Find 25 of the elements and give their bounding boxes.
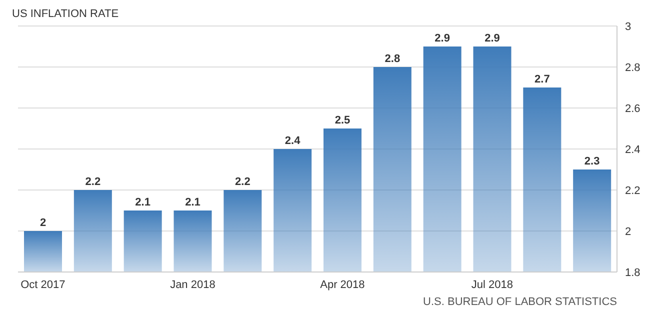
data-label: 2.2 <box>85 176 101 188</box>
data-label: 2.5 <box>334 114 350 126</box>
y-tick-label: 2.6 <box>625 102 640 115</box>
text: U.S. BUREAU OF LABOR STATISTICS <box>423 296 617 308</box>
data-label: 2.2 <box>235 176 250 188</box>
data-label: 2.7 <box>534 74 550 86</box>
y-tick-label: 2.2 <box>625 184 640 197</box>
data-label: 2 <box>40 217 46 229</box>
x-tick-label: Oct 2017 <box>20 278 66 291</box>
data-label: 2.9 <box>434 32 450 44</box>
y-tick-label: 2 <box>625 226 632 238</box>
data-label: 2.1 <box>185 196 200 208</box>
data-label: 2.1 <box>135 196 150 208</box>
data-label: 2.9 <box>484 32 500 44</box>
y-tick-label: 3 <box>625 20 632 33</box>
data-label: 2.3 <box>584 156 600 168</box>
data-label: 2.4 <box>284 135 302 147</box>
y-tick-label: 2.8 <box>625 62 640 74</box>
x-tick-label: Jan 2018 <box>170 278 216 291</box>
chart-title: US INFLATION RATE <box>12 8 119 20</box>
y-tick-label: 1.8 <box>625 266 640 279</box>
x-tick-label: Apr 2018 <box>320 278 365 291</box>
x-tick-label: Jul 2018 <box>471 278 514 291</box>
y-tick-label: 2.4 <box>625 144 640 156</box>
data-label: 2.8 <box>384 53 400 65</box>
